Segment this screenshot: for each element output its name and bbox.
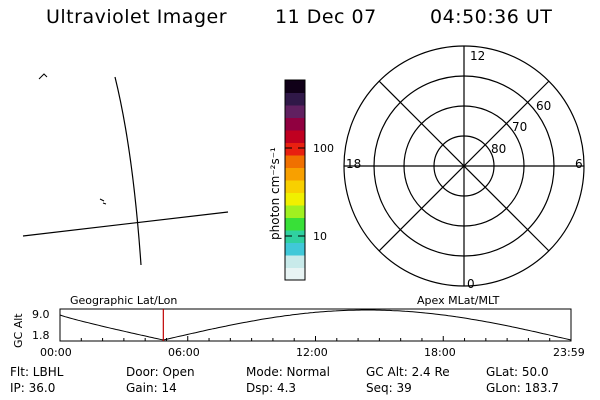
timeline-left-label: Geographic Lat/Lon: [70, 294, 177, 307]
status-glon: GLon: 183.7: [486, 381, 559, 395]
colorbar-stripe: [285, 130, 305, 143]
date-label: 11 Dec 07: [275, 6, 377, 28]
colorbar-stripe: [285, 242, 305, 256]
polar-diagonal: [378, 80, 550, 252]
colorbar-stripe: [285, 255, 305, 268]
colorbar-stripe: [285, 92, 305, 106]
status-seq: Seq: 39: [366, 381, 412, 395]
polar-plot: 12 18 6 0 60 70 80: [343, 45, 585, 291]
colorbar-stripe: [285, 180, 305, 193]
xtick-2359: 23:59: [553, 346, 585, 359]
altitude-curve: [59, 309, 572, 341]
gc-alt-axis-label: GC Alt: [12, 313, 25, 348]
mlt-label-6: 6: [575, 157, 583, 171]
xtick-0000: 00:00: [40, 346, 72, 359]
colorbar-frame: [284, 79, 306, 281]
status-filter: Flt: LBHL: [10, 365, 64, 379]
timeline-right-label: Apex MLat/MLT: [417, 294, 500, 307]
instrument-title: Ultraviolet Imager: [46, 6, 228, 28]
status-gain: Gain: 14: [126, 381, 177, 395]
xtick-1200: 12:00: [296, 346, 328, 359]
longitude-line: [114, 76, 142, 266]
status-door: Door: Open: [126, 365, 195, 379]
time-label: 04:50:36 UT: [430, 6, 553, 28]
colorbar-stripe: [285, 167, 305, 181]
colorbar-stripe: [285, 117, 305, 131]
status-glat: GLat: 50.0: [486, 365, 549, 379]
mlt-label-18: 18: [346, 157, 361, 171]
colorbar-stripe: [285, 142, 305, 156]
colorbar-tick-10: 10: [313, 230, 327, 243]
geographic-map-panel: [22, 73, 229, 266]
colorbar: 100 10 photon cm⁻²s⁻¹: [268, 79, 334, 281]
status-gc-alt: GC Alt: 2.4 Re: [366, 365, 450, 379]
lat-label-70: 70: [512, 120, 527, 134]
xtick-0600: 06:00: [168, 346, 200, 359]
coastline-fragment: [99, 198, 105, 202]
latitude-line: [22, 211, 229, 237]
colorbar-stripe: [285, 230, 305, 243]
colorbar-stripe: [285, 155, 305, 168]
orbit-timeline: Geographic Lat/Lon Apex MLat/MLT GC Alt …: [12, 294, 585, 359]
xtick-1800: 18:00: [424, 346, 456, 359]
coastline-fragment: [38, 73, 48, 80]
colorbar-stripe: [285, 205, 305, 218]
mlt-label-12: 12: [470, 49, 485, 63]
colorbar-stripe: [285, 267, 305, 281]
colorbar-tick-100: 100: [313, 142, 334, 155]
colorbar-stripe: [285, 80, 305, 93]
lat-label-60: 60: [536, 99, 551, 113]
lat-label-80: 80: [491, 142, 506, 156]
colorbar-stripe: [285, 192, 305, 206]
colorbar-label: photon cm⁻²s⁻¹: [268, 147, 282, 240]
status-mode: Mode: Normal: [246, 365, 330, 379]
ytick-1.8: 1.8: [32, 329, 50, 342]
colorbar-stripe: [285, 105, 305, 118]
mlt-label-0: 0: [467, 277, 475, 291]
colorbar-stripe: [285, 217, 305, 231]
ytick-9: 9.0: [32, 308, 50, 321]
coastline-fragment: [102, 202, 107, 205]
status-dsp: Dsp: 4.3: [246, 381, 297, 395]
status-ip: IP: 36.0: [10, 381, 56, 395]
